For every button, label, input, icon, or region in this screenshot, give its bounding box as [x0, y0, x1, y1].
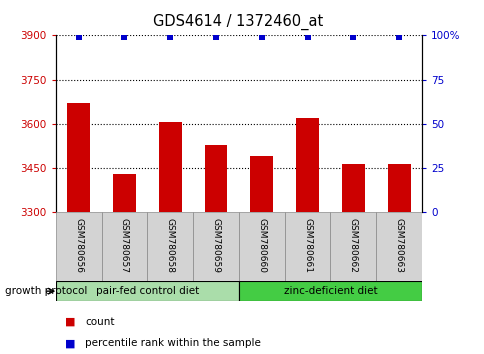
Text: GDS4614 / 1372460_at: GDS4614 / 1372460_at [152, 14, 322, 30]
Bar [341, 164, 364, 212]
Text: growth protocol: growth protocol [5, 286, 87, 296]
Bar [193, 212, 238, 281]
Text: ■: ■ [65, 338, 76, 348]
Bar [101, 212, 147, 281]
Bar [376, 212, 421, 281]
Bar [284, 212, 330, 281]
Bar [238, 281, 421, 301]
Bar [204, 144, 227, 212]
Text: GSM780661: GSM780661 [302, 218, 311, 273]
Text: GSM780662: GSM780662 [348, 218, 357, 273]
Bar [158, 122, 182, 212]
Text: GSM780657: GSM780657 [120, 218, 129, 273]
Text: GSM780656: GSM780656 [74, 218, 83, 273]
Bar [113, 174, 136, 212]
Bar [387, 164, 409, 212]
Text: GSM780658: GSM780658 [166, 218, 174, 273]
Bar [56, 212, 101, 281]
Text: GSM780659: GSM780659 [211, 218, 220, 273]
Bar [67, 103, 90, 212]
Bar [295, 118, 318, 212]
Bar [56, 281, 238, 301]
Bar [330, 212, 376, 281]
Text: pair-fed control diet: pair-fed control diet [95, 286, 198, 296]
Text: GSM780660: GSM780660 [257, 218, 266, 273]
Bar [147, 212, 193, 281]
Bar [238, 212, 284, 281]
Bar [250, 156, 272, 212]
Text: ■: ■ [65, 317, 76, 327]
Text: percentile rank within the sample: percentile rank within the sample [85, 338, 260, 348]
Text: GSM780663: GSM780663 [394, 218, 403, 273]
Text: zinc-deficient diet: zinc-deficient diet [283, 286, 377, 296]
Text: count: count [85, 317, 114, 327]
